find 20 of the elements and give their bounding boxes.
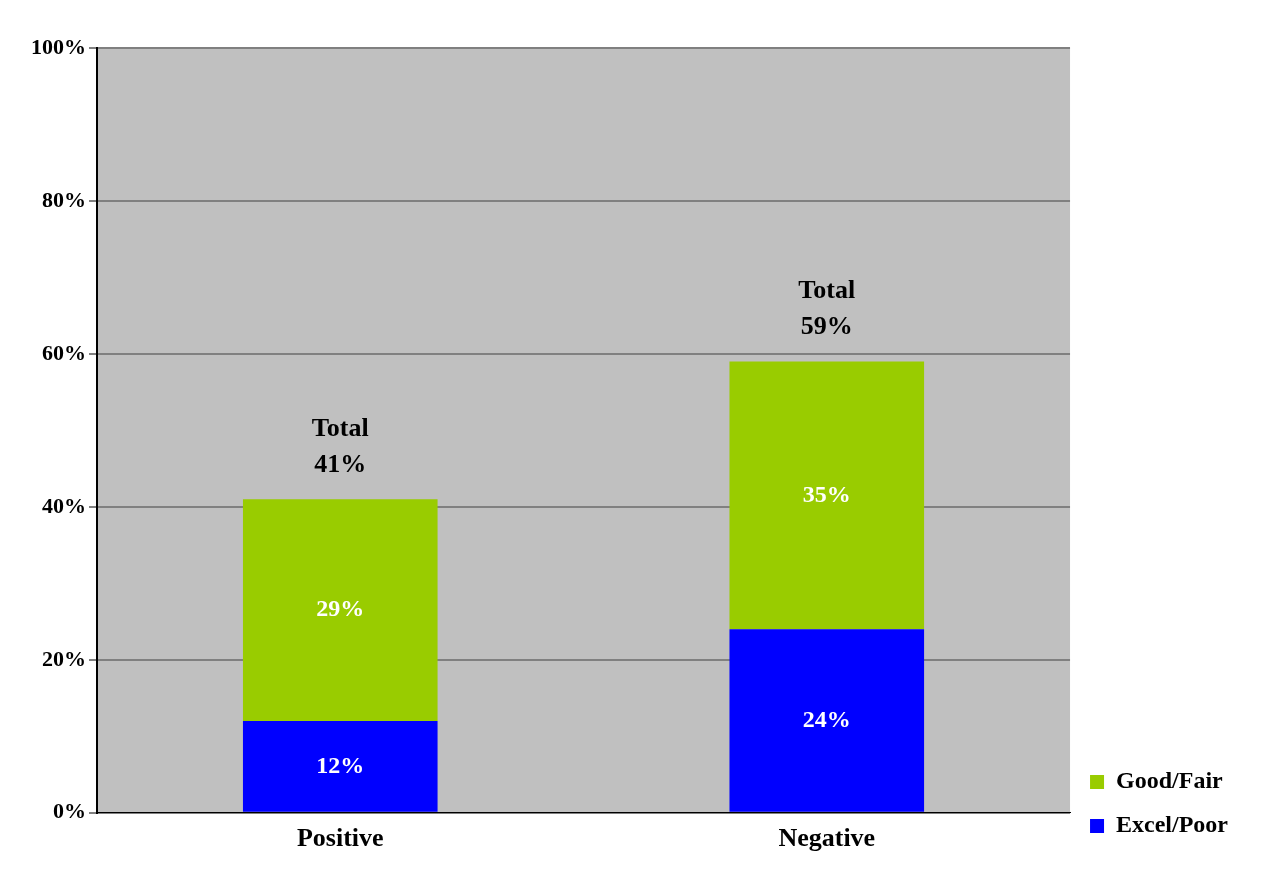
data-label: 35% [802, 480, 851, 507]
x-tick-label: Negative [778, 823, 876, 853]
data-label: 24% [802, 705, 851, 732]
bar [242, 499, 438, 722]
y-tick-label: 40% [42, 492, 86, 518]
data-label: 12% [316, 751, 365, 778]
total-label: Total 41% [311, 412, 369, 478]
bar [729, 629, 925, 812]
y-tick-label: 80% [42, 186, 86, 212]
y-tick-label: 100% [31, 33, 86, 59]
x-tick-label: Positive [296, 823, 384, 853]
legend-label: Good/Fair [1116, 767, 1224, 794]
total-label: Total 59% [798, 275, 856, 341]
data-label: 29% [316, 595, 365, 622]
y-tick-label: 20% [42, 645, 86, 671]
y-tick-label: 0% [53, 798, 86, 824]
y-tick-label: 60% [42, 339, 86, 365]
bar [729, 361, 925, 630]
legend-label: Excel/Poor [1116, 811, 1229, 838]
bar [242, 721, 438, 812]
